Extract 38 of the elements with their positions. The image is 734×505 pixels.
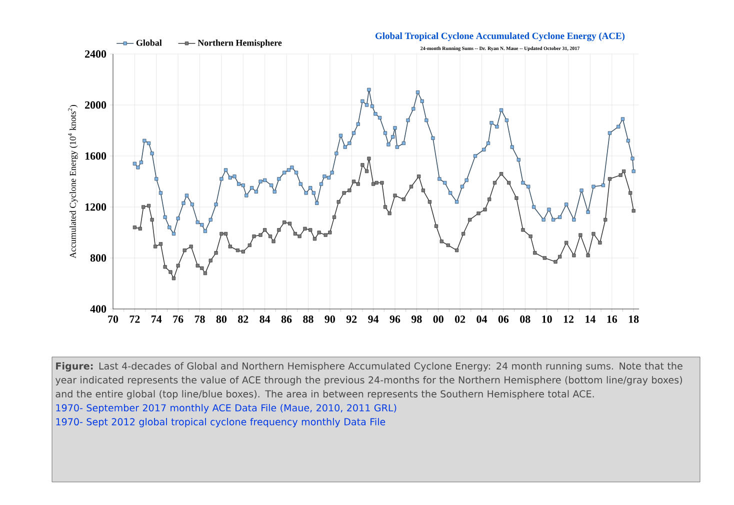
x-tick-label: 74 — [152, 316, 162, 323]
x-tick-label: 04 — [476, 316, 488, 323]
x-tick-label: 76 — [173, 316, 184, 323]
x-tick-label: 78 — [194, 316, 205, 323]
y-tick-label: 2400 — [85, 50, 106, 58]
x-tick-label: 70 — [108, 316, 118, 323]
y-tick-label: 1200 — [85, 203, 106, 211]
x-tick-label: 94 — [368, 316, 379, 323]
x-tick-label: 82 — [238, 316, 248, 323]
x-tick-label: 86 — [281, 316, 292, 323]
x-tick-label: 84 — [260, 316, 270, 323]
y-tick-label: 1600 — [85, 152, 106, 160]
text: 1970- September 2017 monthly ACE Data File (Maue, 2010, 2011 GRL) — [56, 404, 396, 414]
x-tick-label: 98 — [412, 316, 422, 323]
x-tick-label: 12 — [564, 316, 574, 323]
y-tick-label: 800 — [90, 254, 106, 262]
legend-label: Northern Hemisphere — [198, 40, 282, 48]
legend-label: Global — [136, 40, 162, 46]
y-tick-label: 2000 — [85, 101, 106, 109]
x-tick-label: 16 — [607, 316, 618, 323]
x-tick-label: 88 — [303, 316, 314, 323]
x-tick-label: 02 — [455, 316, 466, 323]
x-tick-label: 18 — [628, 316, 639, 323]
text: Figure: Last 4-decades of Global and Northern Hemisphere Accumulated Cyclone Energy: 24 month running sums. Note that the year indicated represents the value of ACE through the previous 24-months for the Northern Hemisphere (bottom line/gray boxes) and the entire global (top line/blue boxes). The area in between represents the Southern Hemisphere total ACE. — [55, 362, 682, 400]
y-axis-title: Accumulated Cyclone Energy (10$^{4}$ knots$^{2}$) — [68, 105, 78, 258]
x-tick-label: 80 — [216, 316, 227, 323]
x-tick-label: 08 — [520, 316, 530, 323]
x-tick-label: 92 — [346, 316, 357, 323]
x-tick-label: 06 — [498, 316, 509, 323]
chart-title: Global Tropical Cyclone Accumulated Cyclone Energy (ACE) — [376, 32, 625, 42]
x-tick-label: 10 — [542, 316, 552, 323]
text: 1970- Sept 2012 global tropical cyclone frequency monthly Data File — [56, 418, 386, 428]
x-tick-label: 00 — [433, 316, 444, 323]
y-tick-label: 400 — [90, 305, 106, 313]
x-tick-label: 96 — [390, 316, 400, 323]
x-tick-label: 72 — [130, 316, 140, 323]
x-tick-label: 90 — [324, 316, 335, 323]
x-tick-label: 14 — [586, 315, 596, 323]
